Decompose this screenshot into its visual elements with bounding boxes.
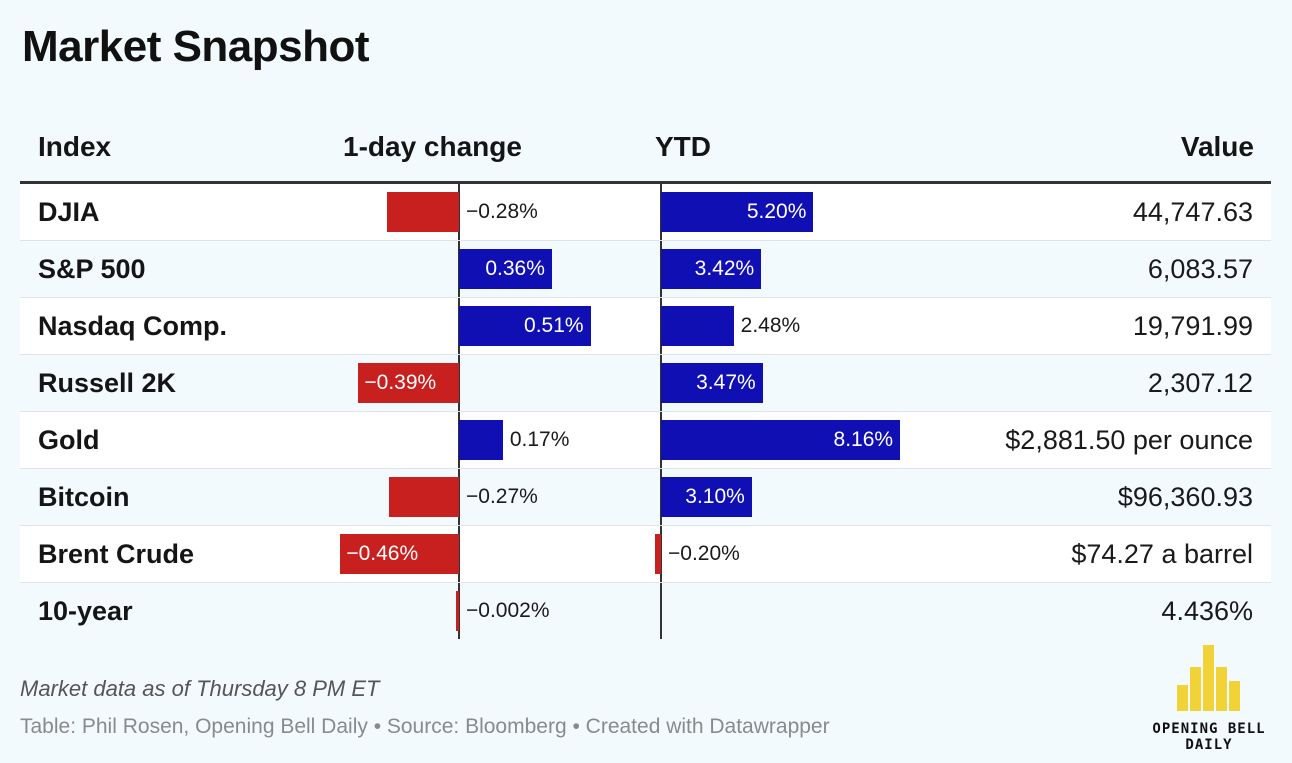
day-label: −0.27% bbox=[466, 485, 538, 508]
header-index: Index bbox=[38, 131, 112, 162]
ytd-bar bbox=[661, 192, 814, 232]
ytd-bar bbox=[661, 477, 752, 517]
index-name: Nasdaq Comp. bbox=[38, 311, 228, 341]
index-value: 6,083.57 bbox=[1147, 254, 1253, 284]
table-row: Russell 2K −0.39% 3.47% 2,307.12 bbox=[20, 355, 1271, 412]
day-axis-line bbox=[458, 184, 460, 240]
day-label: 0.51% bbox=[524, 314, 584, 337]
day-axis-line bbox=[458, 583, 460, 639]
index-name: Russell 2K bbox=[38, 368, 177, 398]
header-divider bbox=[20, 181, 1271, 184]
index-name: Gold bbox=[38, 425, 100, 455]
table-row: Brent Crude −0.46% −0.20% $74.27 a barrel bbox=[20, 526, 1271, 583]
day-axis-line bbox=[458, 355, 460, 411]
table-row: Nasdaq Comp. 0.51% 2.48% 19,791.99 bbox=[20, 298, 1271, 355]
header-value: Value bbox=[1180, 131, 1254, 162]
index-value: $96,360.93 bbox=[1117, 482, 1253, 512]
ytd-label: 3.42% bbox=[694, 257, 755, 280]
index-value: 19,791.99 bbox=[1132, 311, 1253, 341]
index-name: 10-year bbox=[38, 596, 133, 626]
ytd-bar bbox=[655, 534, 661, 574]
credits-line: Table: Phil Rosen, Opening Bell Daily • … bbox=[20, 715, 830, 738]
day-label: −0.002% bbox=[466, 599, 550, 622]
header-1-day-change: 1-day change bbox=[343, 131, 522, 162]
header-ytd: YTD bbox=[655, 131, 711, 162]
market-table: DJIA −0.28% 5.20% 44,747.63 S&P 500 0.36% 3.42… bbox=[20, 184, 1271, 639]
table-row: Gold 0.17% 8.16% $2,881.50 per ounce bbox=[20, 412, 1271, 469]
ytd-label: 2.48% bbox=[740, 314, 801, 337]
index-name: S&P 500 bbox=[38, 254, 146, 284]
ytd-axis-line bbox=[660, 526, 662, 582]
data-timestamp-note: Market data as of Thursday 8 PM ET bbox=[20, 676, 380, 701]
index-value: 4.436% bbox=[1161, 596, 1253, 626]
day-label: 0.36% bbox=[485, 257, 545, 280]
logo-wordmark: OPENING BELL DAILY bbox=[1152, 721, 1266, 753]
table-row: S&P 500 0.36% 3.42% 6,083.57 bbox=[20, 241, 1271, 298]
day-bar bbox=[340, 534, 459, 574]
table-row: Bitcoin −0.27% 3.10% $96,360.93 bbox=[20, 469, 1271, 526]
day-bar bbox=[459, 420, 503, 460]
day-label: −0.46% bbox=[346, 542, 419, 565]
ytd-axis-line bbox=[660, 583, 662, 639]
day-label: −0.39% bbox=[364, 371, 437, 394]
index-value: 44,747.63 bbox=[1132, 197, 1253, 227]
table-row: 10-year −0.002% 4.436% bbox=[20, 583, 1271, 639]
ytd-label: 3.10% bbox=[685, 485, 745, 508]
table-row: DJIA −0.28% 5.20% 44,747.63 bbox=[20, 184, 1271, 241]
day-axis-line bbox=[458, 469, 460, 525]
day-bar bbox=[389, 477, 459, 517]
ytd-bar bbox=[661, 306, 734, 346]
day-axis-line bbox=[458, 526, 460, 582]
day-bar bbox=[459, 306, 591, 346]
day-label: 0.17% bbox=[509, 428, 570, 451]
ytd-label: 8.16% bbox=[833, 428, 894, 451]
index-name: DJIA bbox=[38, 197, 100, 227]
ytd-label: 5.20% bbox=[746, 200, 807, 223]
ytd-bar bbox=[661, 249, 762, 289]
opening-bell-daily-logo: OPENING BELL DAILY bbox=[1137, 645, 1281, 755]
ytd-label: −0.20% bbox=[668, 542, 740, 565]
index-value: $74.27 a barrel bbox=[1071, 539, 1253, 569]
day-label: −0.28% bbox=[466, 200, 538, 223]
index-name: Brent Crude bbox=[38, 539, 195, 569]
index-value: $2,881.50 per ounce bbox=[1005, 425, 1253, 455]
day-bar bbox=[456, 591, 459, 631]
ytd-bar bbox=[661, 420, 901, 460]
index-name: Bitcoin bbox=[38, 482, 130, 512]
day-bar bbox=[459, 249, 552, 289]
index-value: 2,307.12 bbox=[1147, 368, 1253, 398]
day-bar bbox=[358, 363, 459, 403]
ytd-label: 3.47% bbox=[696, 371, 756, 394]
page-title: Market Snapshot bbox=[22, 22, 370, 71]
ytd-bar bbox=[661, 363, 763, 403]
bar-chart-logo-icon bbox=[1177, 645, 1240, 711]
day-bar bbox=[386, 192, 459, 232]
